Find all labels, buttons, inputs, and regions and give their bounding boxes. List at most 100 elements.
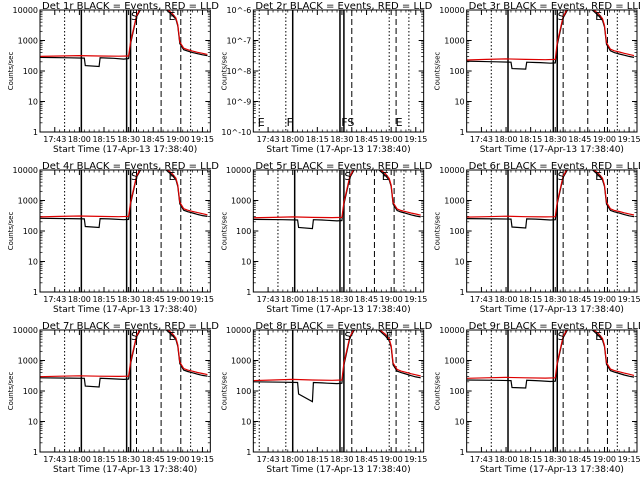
x-tick-label: 18:30: [330, 295, 353, 304]
x-tick-label: 18:45: [568, 135, 591, 144]
y-tick-label: 10^-9: [226, 98, 251, 107]
x-tick-label: 17:43: [43, 135, 66, 144]
series-line-lld: [253, 330, 421, 382]
panel-2: Det 2r BLACK = Events, RED = LLD 10^-10 10…: [220, 1, 432, 155]
series-line-events: [466, 170, 635, 229]
series-group: [253, 330, 421, 403]
series-line-events: [40, 170, 208, 229]
x-tick-label: 18:00: [495, 455, 518, 464]
flag-label: E: [386, 330, 393, 343]
y-tick-label: 100: [449, 67, 464, 76]
flag-label: E: [168, 10, 175, 23]
y-tick-label: 10: [28, 258, 38, 267]
x-tick-label: 18:00: [281, 135, 304, 144]
series-line-lld: [40, 10, 208, 57]
y-tick-label: 1000: [231, 357, 251, 366]
plot-frame: [466, 169, 638, 293]
x-tick-label: 18:15: [306, 135, 329, 144]
series-group: [40, 10, 208, 68]
x-tick-label: 18:45: [355, 455, 378, 464]
y-tick-label: 10000: [226, 326, 251, 335]
x-tick-label: 18:00: [281, 455, 304, 464]
x-tick-label: 17:43: [257, 455, 280, 464]
panel-9: Det 9r BLACK = Events, RED = LLD 1 10 100 10…: [434, 321, 640, 475]
x-tick-label: 19:15: [404, 135, 427, 144]
panel-1: Det 1r BLACK = Events, RED = LLD 1 10 100 10…: [7, 1, 219, 155]
y-tick-label: 1: [33, 288, 38, 297]
y-tick-label: 10^-6: [226, 6, 251, 15]
x-tick-label: 18:00: [68, 135, 91, 144]
plot-frame: [39, 169, 211, 293]
series-line-lld: [40, 330, 208, 378]
y-tick-label: 10: [28, 418, 38, 427]
flag-label: E: [595, 10, 602, 23]
plot-frame: [252, 329, 425, 453]
x-tick-label: 19:00: [380, 135, 403, 144]
x-tick-label: 18:45: [142, 295, 165, 304]
x-axis-label: Start Time (17-Apr-13 17:38:40): [53, 145, 197, 155]
panel-title: Det 4r BLACK = Events, RED = LLD: [42, 161, 219, 172]
x-tick-label: 19:15: [618, 455, 640, 464]
x-axis-label: Start Time (17-Apr-13 17:38:40): [266, 305, 410, 315]
y-tick-label: 1000: [18, 37, 38, 46]
marker-group: [490, 330, 618, 452]
series-group: [40, 330, 208, 388]
y-tick-label: 10000: [226, 166, 251, 175]
flag-label: S: [558, 10, 565, 23]
y-tick-label: 10000: [439, 166, 464, 175]
x-tick-label: 18:30: [117, 135, 140, 144]
y-tick-label: 1: [460, 448, 465, 457]
x-tick-label: 17:43: [257, 295, 280, 304]
x-tick-label: 19:15: [404, 455, 427, 464]
series-line-events: [40, 330, 208, 388]
flag-label: FS: [341, 116, 354, 129]
y-tick-label: 1000: [231, 197, 251, 206]
panel-title: Det 6r BLACK = Events, RED = LLD: [469, 161, 640, 172]
y-tick-label: 10000: [439, 6, 464, 15]
series-line-events: [253, 330, 421, 403]
series-group: [466, 170, 635, 229]
panel-3: Det 3r BLACK = Events, RED = LLD 1 10 100 10…: [434, 1, 640, 155]
x-tick-label: 17:43: [43, 455, 66, 464]
y-tick-label: 10: [454, 98, 464, 107]
series-line-lld: [40, 170, 208, 218]
y-tick-label: 10000: [439, 326, 464, 335]
x-axis-label: Start Time (17-Apr-13 17:38:40): [53, 305, 197, 315]
y-tick-label: 10000: [13, 6, 38, 15]
x-tick-label: 18:00: [495, 135, 518, 144]
flag-label: F: [287, 116, 293, 129]
y-tick-label: 10: [454, 418, 464, 427]
y-axis-label: Counts/sec: [7, 372, 15, 411]
marker-group: [490, 170, 618, 292]
x-tick-label: 19:00: [593, 295, 616, 304]
plot-frame: [39, 329, 211, 453]
x-axis-label: Start Time (17-Apr-13 17:38:40): [266, 145, 410, 155]
x-tick-label: 19:15: [191, 295, 214, 304]
panel-title: Det 5r BLACK = Events, RED = LLD: [255, 161, 432, 172]
x-tick-label: 17:43: [43, 295, 66, 304]
y-tick-label: 100: [23, 387, 38, 396]
y-tick-label: 1000: [18, 197, 38, 206]
plot-frame: [252, 169, 425, 293]
x-tick-label: 18:15: [306, 295, 329, 304]
x-tick-label: 18:30: [544, 295, 567, 304]
marker-group: [258, 330, 410, 452]
series-line-lld: [253, 170, 421, 219]
y-tick-label: 1: [460, 288, 465, 297]
flag-label: S: [131, 10, 138, 23]
series-group: [466, 10, 635, 70]
x-axis-label: Start Time (17-Apr-13 17:38:40): [53, 465, 197, 475]
y-tick-label: 100: [23, 227, 38, 236]
flag-label: E: [396, 116, 403, 129]
flag-label: S: [344, 330, 351, 343]
flag-label: S: [131, 330, 138, 343]
panel-8: Det 8r BLACK = Events, RED = LLD 1 10 100 10…: [220, 321, 432, 475]
x-tick-label: 19:00: [166, 135, 189, 144]
y-tick-label: 10: [241, 258, 251, 267]
x-tick-label: 18:30: [544, 455, 567, 464]
x-tick-label: 18:15: [519, 455, 542, 464]
y-tick-label: 10^-8: [226, 67, 251, 76]
flag-label: S: [558, 330, 565, 343]
x-tick-label: 18:30: [544, 135, 567, 144]
